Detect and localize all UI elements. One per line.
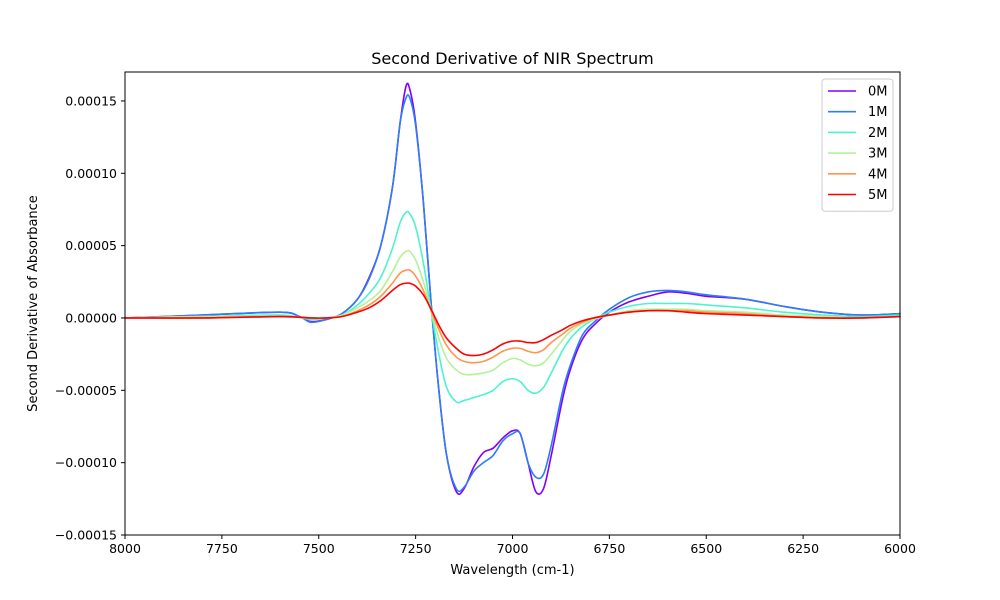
series-line-2m: [124, 210, 901, 404]
x-tick-label: 7250: [400, 541, 432, 556]
series-line-1m: [124, 93, 901, 493]
x-tick-label: 7500: [303, 541, 335, 556]
y-axis-title: Second Derivative of Absorbance: [26, 195, 41, 412]
y-tick-label: 0.00005: [65, 238, 117, 253]
series-line-5m: [124, 282, 901, 357]
legend-label-4m: 4M: [868, 167, 888, 182]
y-tick-label: 0.00015: [65, 93, 117, 108]
x-tick-label: 6750: [593, 541, 625, 556]
series-line-3m: [124, 249, 901, 376]
x-axis: 8000 7750 7500 7250 7000 6750 6500 6250 6000: [109, 535, 916, 556]
x-tick-label: 7750: [206, 541, 238, 556]
legend-label-1m: 1M: [868, 105, 888, 120]
series-lines: [124, 82, 901, 495]
legend-label-3m: 3M: [868, 147, 888, 162]
y-tick-label: −0.00015: [55, 528, 117, 543]
chart-title: Second Derivative of NIR Spectrum: [371, 49, 653, 68]
legend-label-2m: 2M: [868, 126, 888, 141]
x-axis-title: Wavelength (cm-1): [450, 563, 574, 578]
x-tick-label: 6000: [884, 541, 916, 556]
y-axis: −0.00015 −0.00010 −0.00005 0.00000 0.00005 0.…: [55, 93, 125, 543]
legend-label-5m: 5M: [868, 188, 888, 203]
x-tick-label: 7000: [497, 541, 529, 556]
x-tick-label: 8000: [109, 541, 141, 556]
y-tick-label: −0.00005: [55, 383, 117, 398]
x-tick-label: 6500: [690, 541, 722, 556]
y-tick-label: 0.00000: [65, 310, 117, 325]
y-tick-label: 0.00010: [65, 166, 117, 181]
legend: 0M 1M 2M 3M 4M 5M: [821, 78, 894, 212]
y-tick-label: −0.00010: [55, 455, 117, 470]
legend-label-0m: 0M: [868, 85, 888, 100]
x-tick-label: 6250: [787, 541, 819, 556]
